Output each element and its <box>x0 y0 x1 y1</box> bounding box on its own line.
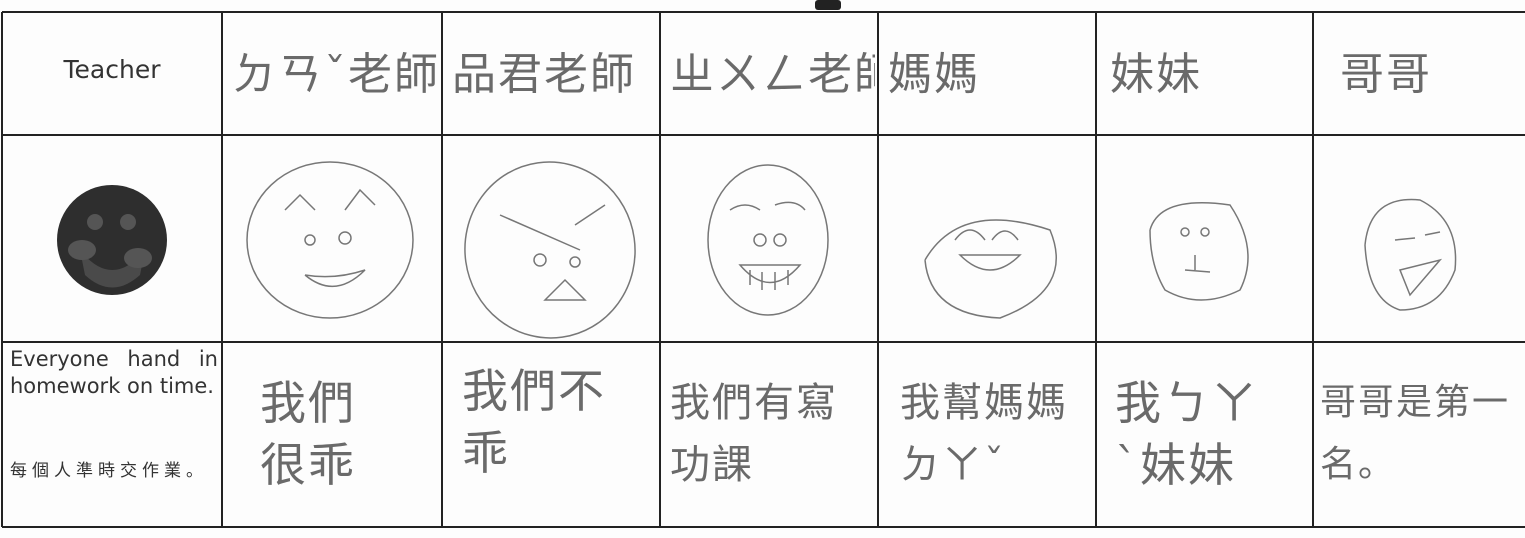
description-chinese: 每個人準時交作業。 <box>10 461 208 481</box>
hug-emoji <box>57 185 167 295</box>
handwritten-note: 我ㄅㄚˋ妹妹 <box>1115 376 1259 492</box>
scan-mark <box>815 0 841 10</box>
grid-lines <box>1 11 1525 528</box>
handwritten-note: 我幫媽媽ㄉㄚˇ <box>900 380 1068 488</box>
handwritten-note: 我們很乖 <box>260 376 356 492</box>
teacher-name: 哥哥 <box>1340 49 1432 100</box>
handwritten-note: 我們有寫功課 <box>670 380 838 488</box>
description-english: Everyone hand in homework on time. <box>10 347 218 398</box>
teacher-name: 品君老師 <box>452 49 636 100</box>
teacher-name: 妹妹 <box>1110 49 1202 100</box>
handwritten-note: 哥哥是第一名。 <box>1320 382 1511 485</box>
teacher-name: ㄉㄢˇ老師 <box>232 49 437 100</box>
header-label: Teacher <box>63 55 161 84</box>
face-drawings <box>246 161 1457 339</box>
handwritten-note: 我們不乖 <box>462 364 606 480</box>
teacher-name: 媽媽 <box>888 49 980 100</box>
teacher-name: ㄓㄨㄥ老師 <box>670 49 875 100</box>
